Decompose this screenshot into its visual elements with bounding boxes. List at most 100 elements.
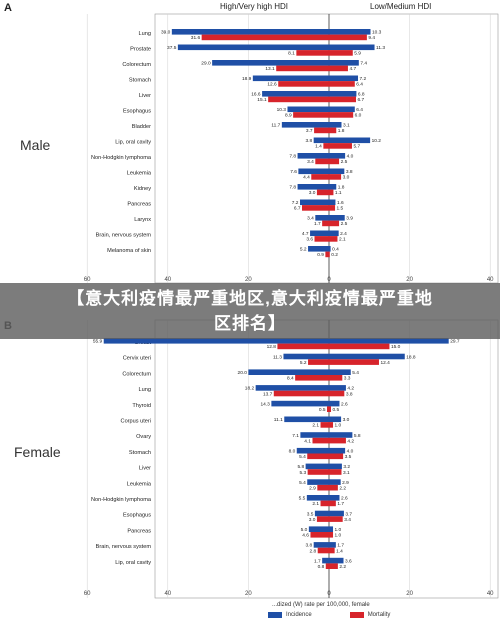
data-label-low-incidence: 7.2 bbox=[360, 76, 367, 82]
data-label-low-incidence: 3.7 bbox=[345, 511, 352, 517]
bar-low-mortality bbox=[329, 189, 334, 196]
data-label-low-mortality: 3.0 bbox=[343, 175, 350, 181]
data-label-high-incidence: 39.0 bbox=[161, 30, 171, 36]
category-label: Stomach bbox=[129, 450, 151, 456]
data-label-high-mortality: 2.8 bbox=[310, 548, 317, 554]
data-label-low-incidence: 2.6 bbox=[341, 401, 348, 407]
data-label-high-incidence: 16.6 bbox=[251, 92, 261, 98]
data-label-high-mortality: 5.2 bbox=[300, 360, 307, 366]
data-label-low-mortality: 4.7 bbox=[349, 66, 356, 72]
bar-low-mortality bbox=[329, 343, 390, 350]
legend-incidence-label: Incidence bbox=[286, 612, 312, 618]
category-label: Leukemia bbox=[127, 481, 152, 487]
bar-low-mortality bbox=[329, 65, 348, 72]
data-label-low-incidence: 0.4 bbox=[332, 247, 339, 253]
bar-high-mortality bbox=[293, 112, 329, 118]
bar-high-mortality bbox=[310, 532, 329, 538]
data-label-low-mortality: 6.0 bbox=[355, 113, 362, 119]
bar-low-incidence bbox=[329, 44, 375, 51]
bar-high-incidence bbox=[306, 495, 329, 501]
category-label: Liver bbox=[139, 466, 151, 472]
bar-low-incidence bbox=[329, 542, 336, 548]
bar-low-incidence bbox=[329, 369, 351, 375]
data-label-high-incidence: 7.6 bbox=[290, 169, 297, 175]
data-label-high-mortality: 5.3 bbox=[299, 470, 306, 476]
bar-low-mortality bbox=[329, 484, 338, 491]
category-label: Non-Hodgkin lymphoma bbox=[91, 497, 152, 503]
bar-low-mortality bbox=[329, 81, 355, 87]
bar-high-incidence bbox=[287, 106, 329, 113]
bar-high-mortality bbox=[323, 143, 329, 149]
bar-low-mortality bbox=[329, 127, 337, 134]
data-label-high-incidence: 7.2 bbox=[292, 200, 299, 206]
bar-high-incidence bbox=[284, 416, 329, 423]
data-label-high-mortality: 6.7 bbox=[294, 206, 301, 212]
data-label-low-mortality: 1.4 bbox=[336, 548, 343, 554]
bar-high-mortality bbox=[317, 484, 329, 491]
category-label: Ovary bbox=[136, 434, 151, 440]
legend: Incidence Mortality bbox=[268, 612, 390, 618]
data-label-low-incidence: 11.3 bbox=[376, 45, 385, 51]
data-label-high-mortality: 12.6 bbox=[267, 82, 277, 88]
bar-high-incidence bbox=[296, 447, 329, 454]
x-tick-label: 40 bbox=[487, 591, 494, 597]
data-label-high-incidence: 4.7 bbox=[302, 231, 309, 237]
bar-low-mortality bbox=[329, 236, 338, 242]
category-label: Lip, oral cavity bbox=[115, 140, 151, 146]
data-label-high-incidence: 11.1 bbox=[274, 417, 283, 423]
data-label-low-mortality: 3.4 bbox=[344, 517, 351, 523]
data-label-low-mortality: 4.2 bbox=[347, 438, 354, 444]
data-label-low-mortality: 1.1 bbox=[335, 190, 342, 196]
data-label-low-mortality: 2.1 bbox=[339, 237, 346, 243]
data-label-low-mortality: 0.2 bbox=[331, 252, 338, 258]
bar-low-mortality bbox=[329, 375, 343, 381]
bar-low-mortality bbox=[329, 422, 334, 428]
bar-low-mortality bbox=[329, 406, 332, 412]
bar-high-incidence bbox=[307, 479, 329, 485]
bar-high-incidence bbox=[313, 542, 329, 548]
data-label-low-mortality: 5.9 bbox=[354, 51, 361, 57]
data-label-low-incidence: 1.7 bbox=[337, 543, 344, 549]
bar-high-incidence bbox=[171, 29, 329, 35]
data-label-high-incidence: 7.8 bbox=[289, 154, 296, 160]
overlay-title: 【意大利疫情最严重地区,意大利疫情最严重地区排名】 bbox=[67, 289, 433, 333]
x-tick-label: 0 bbox=[327, 277, 331, 283]
data-label-high-incidence: 8.0 bbox=[289, 449, 296, 455]
category-label: Melanoma of skin bbox=[107, 248, 151, 254]
bar-high-mortality bbox=[317, 547, 329, 554]
category-label: Stomach bbox=[129, 78, 151, 84]
data-label-low-incidence: 3.0 bbox=[343, 417, 350, 423]
data-label-high-mortality: 1.4 bbox=[315, 144, 322, 150]
bar-low-incidence bbox=[329, 230, 339, 237]
category-label: Leukemia bbox=[127, 171, 152, 177]
bar-low-mortality bbox=[329, 563, 338, 569]
data-label-high-mortality: 3.6 bbox=[306, 237, 313, 243]
bar-high-incidence bbox=[299, 199, 329, 206]
data-label-high-mortality: 3.0 bbox=[309, 190, 316, 196]
header-high-hdi: High/Very high HDI bbox=[220, 2, 289, 11]
bar-high-mortality bbox=[268, 96, 329, 103]
data-label-high-mortality: 0.5 bbox=[319, 407, 326, 413]
data-label-low-mortality: 2.5 bbox=[341, 159, 348, 165]
bar-high-mortality bbox=[276, 65, 329, 72]
data-label-high-incidence: 3.8 bbox=[306, 543, 313, 549]
bar-high-incidence bbox=[262, 91, 329, 97]
data-label-high-mortality: 4.6 bbox=[302, 533, 309, 539]
data-label-high-incidence: 5.4 bbox=[299, 480, 306, 486]
data-label-high-incidence: 11.3 bbox=[273, 354, 282, 360]
data-label-low-mortality: 3.5 bbox=[345, 454, 352, 460]
data-label-high-incidence: 5.0 bbox=[301, 527, 308, 533]
x-tick-label: 40 bbox=[164, 591, 171, 597]
data-label-low-incidence: 29.7 bbox=[450, 339, 460, 345]
data-label-high-mortality: 4.1 bbox=[304, 438, 311, 444]
bar-low-incidence bbox=[329, 60, 359, 66]
bar-low-incidence bbox=[329, 416, 342, 423]
data-label-high-mortality: 31.6 bbox=[191, 35, 201, 41]
data-label-low-mortality: 1.0 bbox=[335, 423, 342, 429]
x-tick-label: 20 bbox=[406, 277, 413, 283]
category-label: Pancreas bbox=[127, 202, 151, 208]
bar-high-mortality bbox=[325, 251, 329, 258]
bar-low-mortality bbox=[329, 359, 379, 365]
bar-low-incidence bbox=[329, 75, 359, 82]
data-label-low-incidence: 3.9 bbox=[346, 216, 353, 222]
